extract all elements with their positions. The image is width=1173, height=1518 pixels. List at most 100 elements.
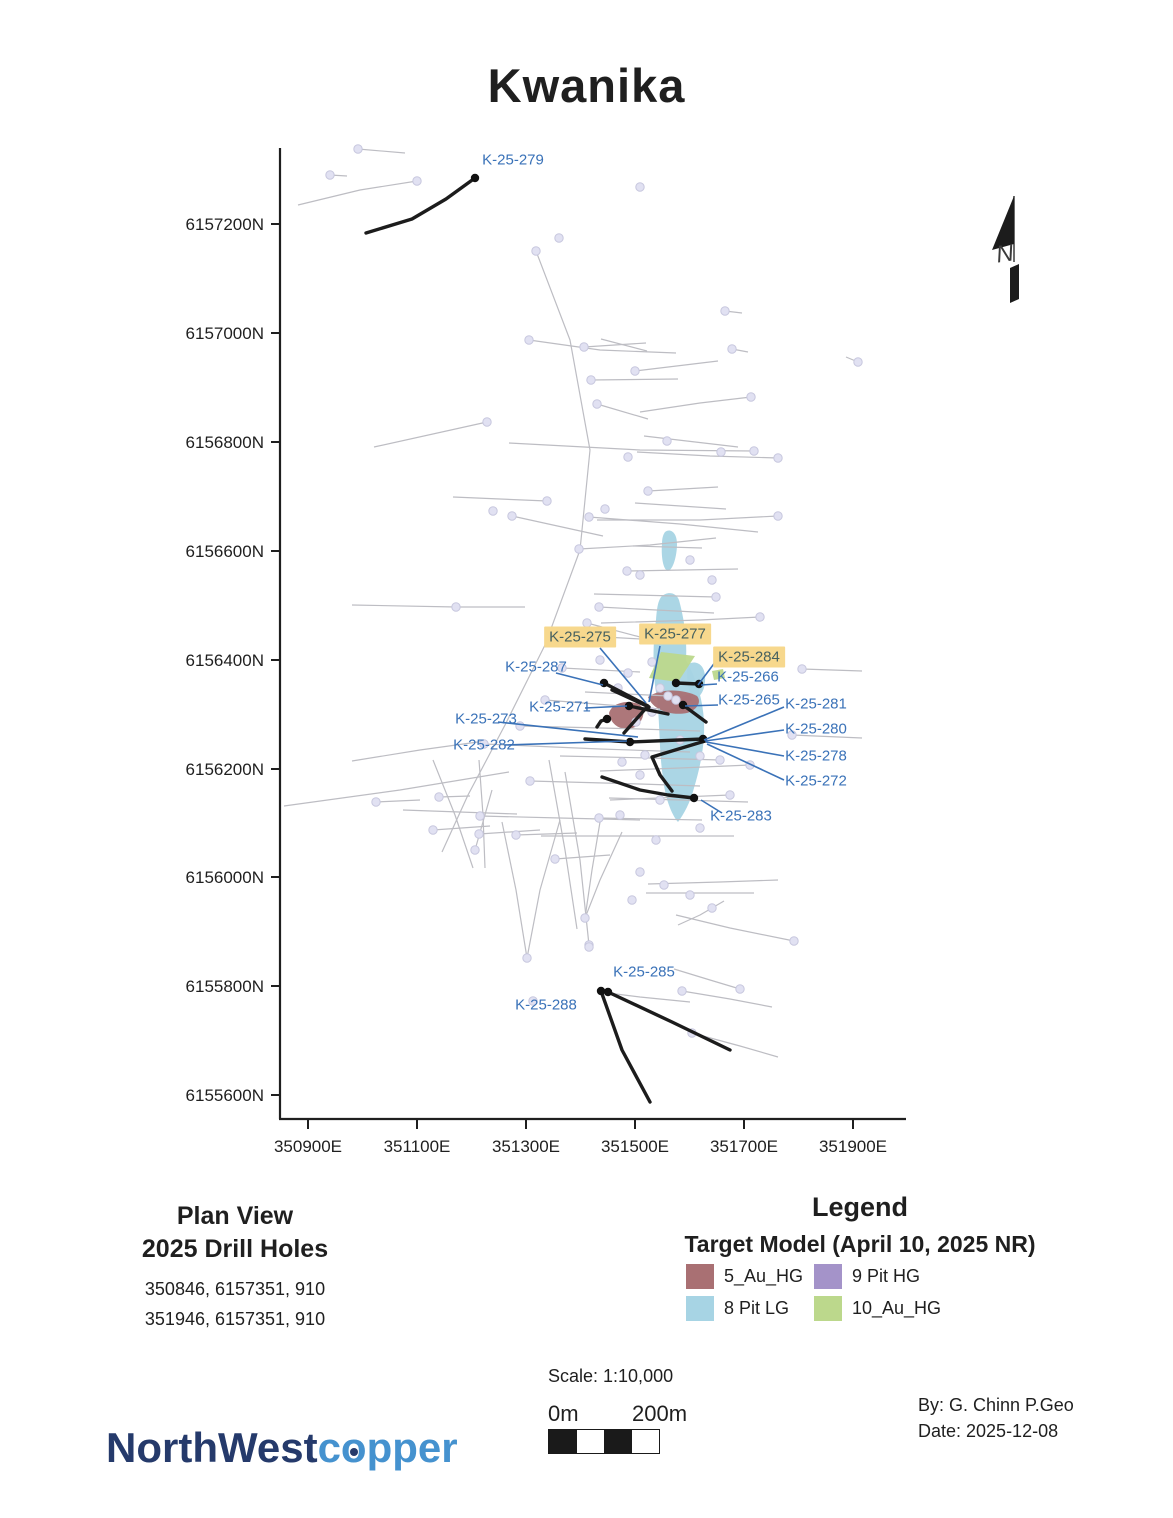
drill-collar-dot bbox=[662, 436, 672, 446]
drill-trace bbox=[632, 545, 703, 549]
drill-trace-2025 bbox=[681, 703, 708, 724]
drill-trace bbox=[681, 990, 773, 1008]
drill-trace bbox=[607, 992, 691, 1003]
label-leader-line bbox=[504, 740, 628, 746]
logo-copper-o-icon: o bbox=[340, 1424, 367, 1471]
drill-collar-dot bbox=[640, 750, 650, 760]
plan-view-title-line2: 2025 Drill Holes bbox=[141, 1234, 329, 1263]
drill-collar-dot bbox=[615, 810, 625, 820]
legend-subtitle: Target Model (April 10, 2025 NR) bbox=[684, 1231, 1036, 1257]
drill-collar-dot bbox=[579, 342, 589, 352]
scalebar-zero-label: 0m bbox=[548, 1401, 579, 1426]
drill-collar-dot bbox=[707, 575, 717, 585]
drill-trace bbox=[791, 734, 863, 739]
drill-collar-dot bbox=[550, 854, 560, 864]
legend-entry: 8 Pit LG bbox=[686, 1296, 814, 1321]
drill-trace bbox=[432, 825, 491, 831]
drill-collar-dot bbox=[749, 446, 759, 456]
drill-collar-dot bbox=[695, 751, 705, 761]
drill-collar-dot bbox=[475, 811, 485, 821]
drill-collar-dot bbox=[584, 942, 594, 952]
north-arrow-icon: N bbox=[992, 196, 1019, 303]
historic-drill-traces bbox=[283, 144, 863, 1058]
y-axis-tick-label: 6155600N bbox=[186, 1086, 264, 1105]
drill-trace bbox=[691, 1032, 779, 1058]
scalebar-segment bbox=[549, 1430, 577, 1453]
drill-trace bbox=[634, 360, 719, 372]
drill-collar-dot bbox=[574, 544, 584, 554]
drill-collar-dot bbox=[689, 793, 699, 803]
drill-trace bbox=[604, 636, 642, 640]
scale-ratio-text: Scale: 1:10,000 bbox=[548, 1366, 674, 1386]
page-title: Kwanika bbox=[487, 59, 686, 112]
drill-trace bbox=[559, 755, 721, 761]
y-axis-tick-label: 6157000N bbox=[186, 324, 264, 343]
drill-trace-2025 bbox=[364, 176, 477, 235]
target-8-pit-lg-small bbox=[661, 530, 677, 571]
x-axis-tick-label: 351700E bbox=[710, 1137, 778, 1156]
drill-trace bbox=[432, 759, 474, 869]
drill-trace bbox=[478, 829, 541, 835]
map-axes: 6157200N 6157000N 6156800N 6156600N 6156400N… bbox=[186, 148, 906, 1156]
drill-trace bbox=[578, 537, 717, 550]
northwest-copper-logo: NorthWestcopper bbox=[106, 1424, 458, 1471]
label-leader-line bbox=[703, 706, 785, 741]
drill-collar-dot bbox=[651, 835, 661, 845]
drill-collar-dot bbox=[522, 953, 532, 963]
drill-trace bbox=[636, 451, 779, 459]
drill-trace bbox=[438, 795, 471, 798]
drill-trace-2025 bbox=[622, 705, 649, 735]
drill-collar-dot bbox=[434, 792, 444, 802]
scalebar-segment bbox=[604, 1430, 633, 1453]
drill-collar-dot bbox=[716, 447, 726, 457]
drill-trace bbox=[511, 515, 604, 537]
drill-collar-dot bbox=[600, 504, 610, 514]
x-axis-tick-label: 351100E bbox=[384, 1137, 451, 1156]
drill-collar-dot bbox=[371, 797, 381, 807]
label-leader-line bbox=[555, 672, 604, 686]
drill-trace-2025 bbox=[606, 990, 732, 1052]
drill-collar-dot bbox=[602, 714, 612, 724]
drill-collar-dot bbox=[630, 366, 640, 376]
svg-text:N: N bbox=[994, 239, 1016, 268]
drill-collar-dot bbox=[671, 695, 681, 705]
drill-collar-dot bbox=[488, 506, 498, 516]
drill-trace-2025 bbox=[599, 989, 652, 1104]
drill-trace-2025 bbox=[628, 737, 705, 744]
drill-collar-dot bbox=[635, 182, 645, 192]
drill-collar-dot bbox=[789, 936, 799, 946]
drill-trace-2025 bbox=[610, 688, 651, 709]
drill-collar-dot bbox=[479, 739, 489, 749]
legend-swatch bbox=[686, 1296, 714, 1321]
drill-collar-dot bbox=[659, 880, 669, 890]
drill-collar-dot bbox=[797, 664, 807, 674]
drill-collar-dot bbox=[625, 737, 635, 747]
drill-collar-dot bbox=[542, 496, 552, 506]
drill-collar-dot bbox=[711, 592, 721, 602]
drill-collar-dot bbox=[720, 306, 730, 316]
label-leader-line bbox=[700, 799, 723, 814]
drill-trace bbox=[375, 799, 421, 803]
legend-heading: Legend bbox=[811, 1192, 908, 1222]
drill-trace bbox=[501, 821, 528, 959]
label-leader-line bbox=[705, 741, 785, 757]
drill-trace bbox=[554, 854, 611, 860]
drill-collar-dot bbox=[557, 663, 567, 673]
drill-collar-dot bbox=[470, 173, 480, 183]
drill-collar-dot bbox=[685, 890, 695, 900]
drill-collar-dot bbox=[787, 730, 797, 740]
drill-trace-2025 bbox=[627, 704, 670, 716]
label-leader-line bbox=[697, 660, 717, 686]
drill-collar-dot bbox=[695, 823, 705, 833]
drill-collar-dot bbox=[582, 618, 592, 628]
x-axis-tick-label: 351300E bbox=[492, 1137, 560, 1156]
drill-trace bbox=[639, 396, 752, 413]
drill-collar-dot bbox=[515, 721, 525, 731]
drill-trace bbox=[441, 250, 591, 853]
drill-trace bbox=[588, 516, 759, 533]
drill-trace-2025 bbox=[650, 739, 707, 793]
drill-collar-dot bbox=[586, 375, 596, 385]
drill-collar-dot bbox=[853, 357, 863, 367]
drill-collar-dot bbox=[643, 486, 653, 496]
